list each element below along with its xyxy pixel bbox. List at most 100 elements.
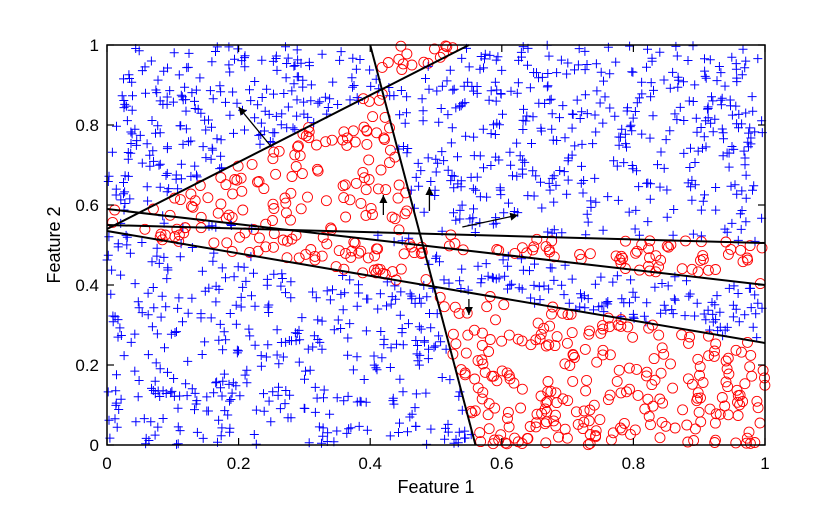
plus-point <box>240 125 249 135</box>
plus-point <box>385 363 395 372</box>
plus-point <box>345 319 355 329</box>
plus-point <box>219 369 229 379</box>
y-tick-label: 0.8 <box>75 116 99 135</box>
plus-point <box>439 156 449 166</box>
circle-point <box>742 336 753 348</box>
plus-point <box>218 345 228 355</box>
circle-point <box>339 179 351 191</box>
plus-point <box>748 185 757 195</box>
circle-point <box>234 231 246 243</box>
circle-point <box>542 376 554 387</box>
plus-point <box>484 95 494 105</box>
circle-point <box>540 397 552 409</box>
plus-point <box>429 342 439 352</box>
plus-point <box>726 101 735 111</box>
circle-point <box>697 377 709 388</box>
circle-point <box>401 205 413 217</box>
plus-point <box>396 287 406 297</box>
circle-point <box>340 211 352 223</box>
plus-point <box>369 351 379 361</box>
circle-point <box>721 363 733 375</box>
plus-point <box>150 430 160 440</box>
plus-point <box>153 422 163 432</box>
plus-point <box>724 162 734 172</box>
plus-point <box>289 79 299 89</box>
plus-point <box>195 73 205 83</box>
circle-point <box>594 414 606 426</box>
plus-point <box>178 317 187 327</box>
circle-point <box>311 163 323 175</box>
plus-point <box>175 252 185 262</box>
plus-point <box>111 400 121 410</box>
plus-point <box>653 160 662 170</box>
circle-point <box>645 419 656 431</box>
circle-point <box>741 432 753 444</box>
plus-point <box>231 319 241 329</box>
plus-point <box>215 81 225 91</box>
circle-point <box>208 237 220 249</box>
plus-point <box>122 116 132 126</box>
circle-point <box>185 188 197 200</box>
plus-point <box>116 331 126 340</box>
plus-point <box>698 143 707 153</box>
plus-point <box>645 133 655 143</box>
plus-point <box>183 356 193 366</box>
circle-point <box>321 238 333 250</box>
plus-point <box>679 148 689 158</box>
plus-point <box>293 72 303 82</box>
plus-point <box>348 365 358 375</box>
circle-point <box>709 437 721 448</box>
plus-point <box>575 114 585 123</box>
plus-point <box>322 286 332 296</box>
circle-point <box>559 358 571 370</box>
plus-point <box>395 418 404 428</box>
plus-point <box>750 236 760 246</box>
circle-point <box>655 367 667 379</box>
plus-point <box>520 157 530 167</box>
circle-point <box>702 264 714 276</box>
plus-point <box>215 319 225 329</box>
plus-point <box>103 387 113 397</box>
plus-point <box>128 91 137 101</box>
plus-point <box>624 207 634 217</box>
circle-point <box>469 405 481 417</box>
plus-point <box>266 417 276 427</box>
plus-point <box>289 61 299 71</box>
plus-point <box>600 92 610 102</box>
circle-point <box>604 321 615 333</box>
circle-point <box>583 328 595 340</box>
plus-point <box>299 403 309 413</box>
plus-point <box>275 404 285 414</box>
plus-point <box>314 422 324 432</box>
plus-point <box>507 279 517 289</box>
plus-point <box>379 334 389 344</box>
plus-point <box>233 262 243 272</box>
plus-point <box>216 383 225 393</box>
plus-point <box>628 287 638 297</box>
plus-point <box>206 154 216 164</box>
plus-point <box>104 171 114 181</box>
plus-point <box>212 134 222 144</box>
circle-point <box>498 299 510 311</box>
plus-point <box>447 171 457 180</box>
circle-point <box>584 438 596 449</box>
plus-point <box>141 88 150 98</box>
plus-point <box>655 182 665 192</box>
plus-point <box>617 124 627 134</box>
plus-point <box>217 423 227 433</box>
plus-point <box>631 205 641 215</box>
circle-point <box>338 192 350 204</box>
plus-point <box>477 274 487 284</box>
circle-point <box>486 370 498 382</box>
circle-point <box>572 418 584 430</box>
plus-point <box>386 343 396 353</box>
circle-point <box>643 243 654 255</box>
plus-point <box>495 120 504 130</box>
plus-point <box>338 271 348 280</box>
plus-point <box>257 55 267 65</box>
plus-point <box>455 276 465 286</box>
plus-point <box>110 414 120 424</box>
plus-point <box>151 358 161 368</box>
plus-point <box>456 176 466 186</box>
circle-point <box>639 403 651 415</box>
